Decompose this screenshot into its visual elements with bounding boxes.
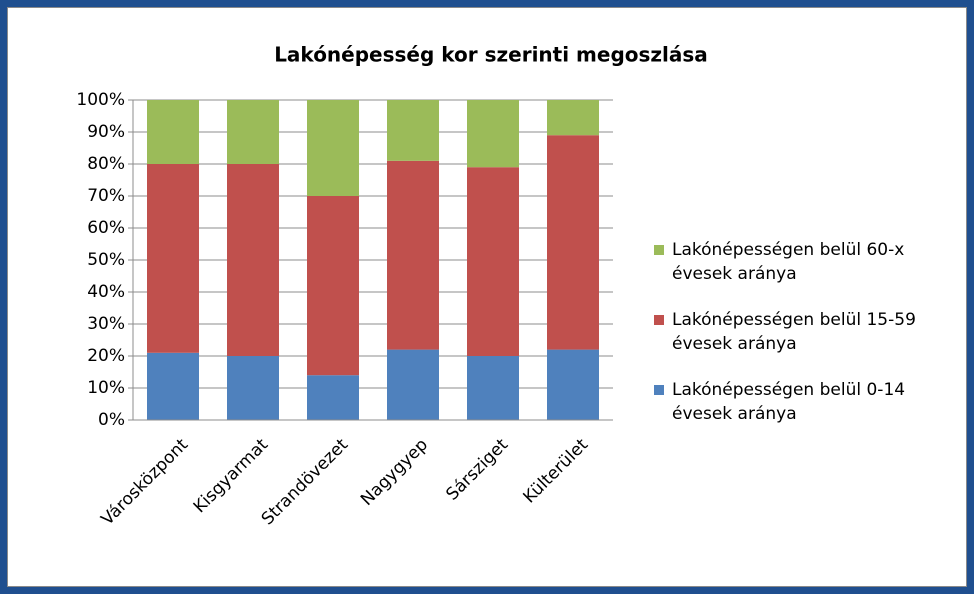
legend-swatch — [654, 245, 664, 255]
legend-swatch — [654, 315, 664, 325]
y-tick-label: 40% — [87, 282, 125, 302]
legend-label: Lakónépességen belül 15-59 évesek aránya — [672, 310, 916, 354]
y-tick-label: 80% — [87, 154, 125, 174]
bar-segment — [547, 349, 599, 420]
bar-segment — [227, 100, 279, 164]
bar-segment — [147, 100, 199, 164]
x-tick-label: Kisgyarmat — [190, 435, 272, 517]
bar-segment — [467, 167, 519, 356]
bar-segment — [547, 135, 599, 350]
x-tick-label: Nagygyep — [357, 435, 432, 510]
x-tick-label: Strandövezet — [258, 435, 353, 530]
legend-item: Lakónépességen belül 60-x évesek aránya — [648, 238, 958, 286]
bar-segment — [307, 196, 359, 376]
bar-segment — [547, 100, 599, 136]
y-tick-label: 60% — [87, 218, 125, 238]
legend-label: Lakónépességen belül 60-x évesek aránya — [672, 240, 905, 284]
bar-segment — [227, 356, 279, 420]
x-tick-label: Külterület — [520, 435, 593, 508]
bar-segment — [467, 100, 519, 168]
chart-title: Lakónépesség kor szerinti megoszlása — [274, 43, 708, 67]
y-tick-label: 30% — [87, 314, 125, 334]
bar-segment — [147, 164, 199, 353]
x-tick-label: Sársziget — [442, 435, 512, 505]
bar-segment — [387, 160, 439, 350]
y-tick-label: 100% — [76, 90, 125, 110]
bar-segment — [467, 356, 519, 420]
bar-segment — [307, 100, 359, 196]
bar-segment — [387, 349, 439, 420]
chart: Lakónépesség kor szerinti megoszlása 0% 1… — [76, 43, 708, 530]
legend-label: Lakónépességen belül 0-14 évesek aránya — [672, 380, 906, 424]
bar-segment — [227, 164, 279, 356]
legend-item: Lakónépességen belül 15-59 évesek aránya — [648, 308, 958, 356]
y-tick-label: 90% — [87, 122, 125, 142]
y-tick-label: 50% — [87, 250, 125, 270]
chart-frame: Lakónépesség kor szerinti megoszlása 0% 1… — [7, 7, 967, 587]
y-tick-label: 0% — [98, 410, 125, 430]
y-tick-label: 20% — [87, 346, 125, 366]
legend: Lakónépességen belül 60-x évesek aránya L… — [648, 238, 958, 448]
legend-item: Lakónépességen belül 0-14 évesek aránya — [648, 378, 958, 426]
y-tick-label: 10% — [87, 378, 125, 398]
y-tick-label: 70% — [87, 186, 125, 206]
x-tick-label: Városközpont — [97, 435, 192, 530]
bar-segment — [147, 352, 199, 420]
legend-swatch — [654, 385, 664, 395]
bar-segment — [387, 100, 439, 161]
bar-segment — [307, 375, 359, 420]
